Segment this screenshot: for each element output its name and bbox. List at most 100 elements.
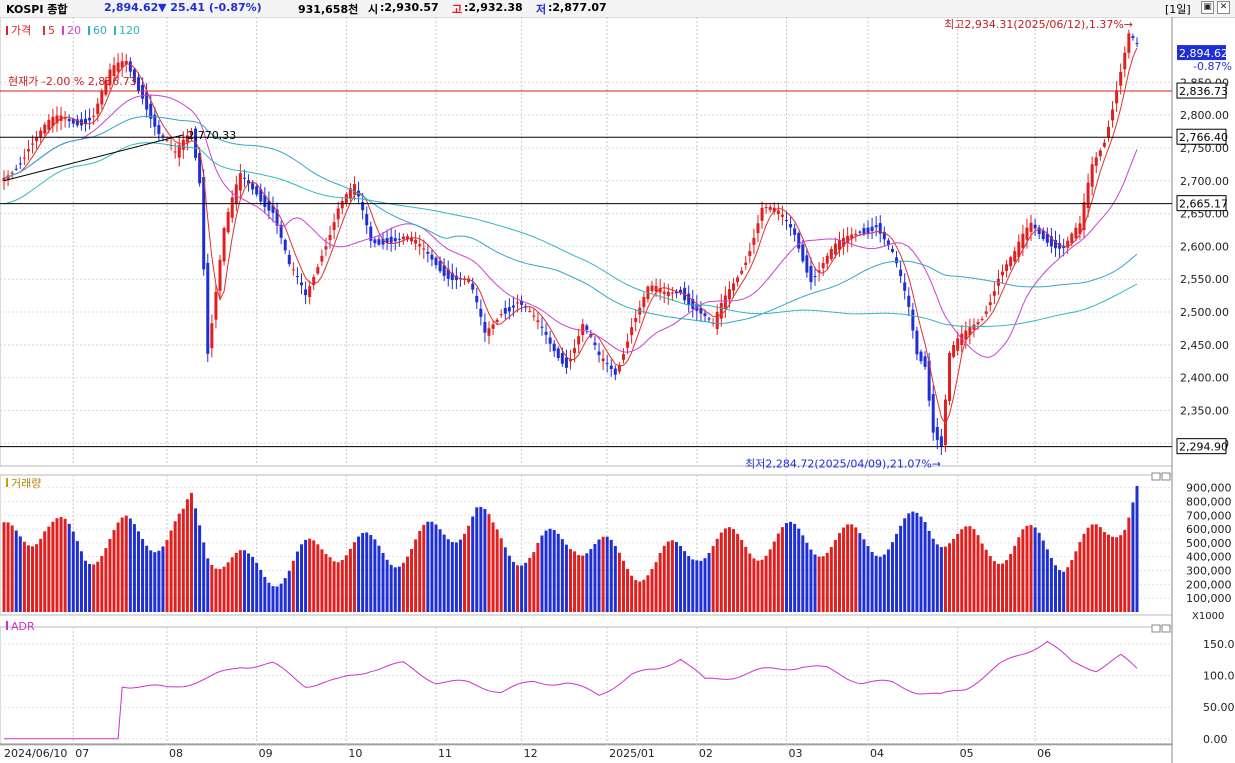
low-label: 저 bbox=[536, 3, 547, 16]
volume-bar bbox=[511, 561, 515, 612]
volume-bar bbox=[785, 522, 789, 612]
adr-panel-minimize-icon[interactable] bbox=[1151, 624, 1161, 633]
period-selector[interactable]: [1일] bbox=[1165, 3, 1191, 16]
candle-body bbox=[279, 224, 283, 238]
candle-body bbox=[1058, 243, 1062, 249]
candle-body bbox=[760, 207, 764, 221]
volume-bar bbox=[654, 562, 658, 612]
volume-bar bbox=[397, 566, 401, 612]
candle-body bbox=[1045, 233, 1049, 243]
index-name: KOSPI 종합 bbox=[6, 3, 68, 16]
volume-bar bbox=[842, 527, 846, 612]
volume-bar bbox=[564, 544, 568, 612]
volume-bar bbox=[393, 567, 397, 612]
candle-body bbox=[1025, 227, 1029, 240]
candle-body bbox=[165, 140, 169, 142]
volume-bar bbox=[169, 530, 173, 612]
candle-body bbox=[39, 130, 43, 138]
volume-bar bbox=[569, 549, 572, 612]
volume-bar bbox=[732, 529, 736, 612]
chart-canvas[interactable]: 2024/06/10 07 08 09 10 11 12 2025/01 02 03 04 05 06 2… bbox=[0, 17, 1235, 763]
volume-bar bbox=[670, 540, 674, 612]
candle-body bbox=[312, 277, 316, 286]
candle-body bbox=[128, 61, 132, 72]
volume-panel-close-icon[interactable] bbox=[1161, 472, 1171, 481]
volume-bar bbox=[161, 546, 165, 612]
volume-bar bbox=[833, 540, 837, 612]
candle-body bbox=[136, 77, 140, 92]
volume-legend: 거래량 bbox=[11, 477, 41, 490]
volume-bar bbox=[1049, 558, 1053, 612]
candle-body bbox=[984, 311, 988, 314]
candle-body bbox=[210, 323, 214, 349]
volume-bar bbox=[63, 518, 67, 612]
candle-body bbox=[626, 341, 630, 348]
volume-bar bbox=[960, 529, 964, 612]
candle-body bbox=[438, 260, 442, 272]
candle-body bbox=[1049, 236, 1053, 247]
volume-bar bbox=[479, 506, 483, 612]
candle-body bbox=[177, 144, 181, 158]
candle-body bbox=[915, 330, 919, 355]
candle-body bbox=[328, 234, 332, 240]
adr-y-tick: 0.00 bbox=[1203, 733, 1228, 746]
reference-line-tag bbox=[1176, 82, 1227, 99]
volume-bar bbox=[340, 559, 344, 612]
volume-bar bbox=[744, 546, 748, 612]
reference-line-value: 2,766.40 bbox=[1179, 131, 1228, 144]
price-y-tick: 2,550.00 bbox=[1180, 273, 1229, 286]
candle-body bbox=[630, 327, 634, 336]
volume-y-tick: 100,000 bbox=[1186, 592, 1232, 605]
volume-bar bbox=[727, 527, 731, 612]
candle-body bbox=[344, 194, 348, 204]
candle-body bbox=[238, 173, 242, 191]
candle-body bbox=[1021, 233, 1025, 249]
volume-bar bbox=[463, 533, 467, 612]
volume-bar bbox=[996, 563, 1000, 612]
candle-body bbox=[92, 115, 96, 117]
candle-body bbox=[361, 202, 365, 211]
volume-bar bbox=[226, 562, 230, 612]
candle-body bbox=[35, 137, 39, 142]
volume-bar bbox=[650, 568, 654, 612]
candle-body bbox=[405, 236, 409, 240]
volume-bar bbox=[776, 533, 780, 612]
volume-bar bbox=[772, 541, 776, 612]
volume-bar bbox=[821, 556, 825, 612]
legend-swatch bbox=[88, 26, 90, 35]
reference-line-value: 2,665.17 bbox=[1179, 198, 1228, 211]
candle-body bbox=[320, 255, 324, 262]
candle-body bbox=[988, 302, 992, 306]
volume-bar bbox=[736, 533, 740, 612]
volume-bar bbox=[797, 528, 801, 612]
candle-body bbox=[968, 327, 972, 336]
volume-bar bbox=[520, 565, 524, 612]
candle-body bbox=[703, 313, 707, 317]
candle-body bbox=[422, 248, 426, 250]
candle-body bbox=[120, 61, 124, 68]
reference-line-value: 2,294.90 bbox=[1179, 441, 1228, 454]
volume-bar bbox=[813, 554, 817, 612]
volume-bar bbox=[124, 515, 128, 612]
adr-panel-close-icon[interactable] bbox=[1161, 624, 1171, 633]
candle-body bbox=[886, 240, 890, 246]
volume-bar bbox=[1123, 529, 1127, 612]
candle-body bbox=[389, 236, 393, 243]
close-icon[interactable]: ✕ bbox=[1217, 1, 1230, 14]
candle-body bbox=[874, 225, 878, 228]
candle-body bbox=[116, 62, 120, 72]
candle-body bbox=[410, 237, 414, 242]
candle-body bbox=[593, 342, 597, 346]
volume-bar bbox=[1005, 560, 1009, 612]
candle-body bbox=[263, 195, 267, 208]
candle-body bbox=[980, 319, 984, 321]
volume-panel-minimize-icon[interactable] bbox=[1151, 472, 1161, 481]
candle-body bbox=[198, 152, 202, 184]
volume-bar bbox=[1135, 485, 1139, 612]
candle-body bbox=[450, 272, 454, 281]
candle-body bbox=[242, 177, 246, 179]
restore-icon[interactable]: ▣ bbox=[1201, 1, 1214, 14]
volume-bar bbox=[251, 556, 255, 612]
trendline-label: 2,770.33 bbox=[187, 129, 236, 142]
candle-body bbox=[935, 426, 939, 441]
